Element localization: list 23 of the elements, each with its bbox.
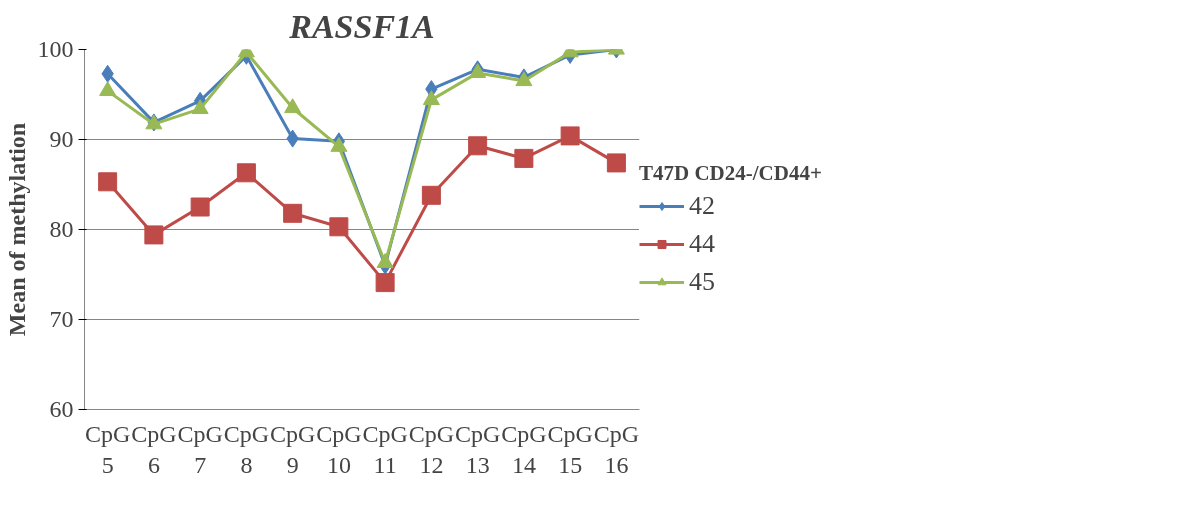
x-tick-label: CpG 16 [593,420,640,478]
x-tick-label: CpG 9 [269,420,316,478]
x-tick-label: CpG 14 [501,420,547,478]
legend-label: 44 [689,229,715,259]
y-tick-label: 70 [49,306,74,332]
x-tick-label: CpG 7 [177,420,223,478]
y-axis-title: Mean of methylation [3,122,30,337]
x-tick-label: CpG 15 [547,420,593,478]
y-tick-label: 60 [49,396,74,422]
y-tick-label: 100 [37,36,74,62]
x-tick-label: CpG 12 [408,420,455,478]
chart-title: RASSF1A [288,7,435,45]
x-tick-label: CpG 10 [316,420,362,478]
legend-label: 42 [689,191,715,221]
y-tick-label: 90 [49,126,74,152]
x-tick-label: CpG 11 [362,420,408,478]
x-tick-label: CpG 5 [84,420,131,478]
x-tick-label: CpG 6 [131,420,177,478]
legend-label: 45 [689,267,715,297]
legend-title: T47D CD24-/CD44+ [639,161,822,186]
x-tick-label: CpG 13 [454,420,501,478]
x-tick-label: CpG 8 [223,420,270,478]
y-tick-label: 80 [49,216,74,242]
